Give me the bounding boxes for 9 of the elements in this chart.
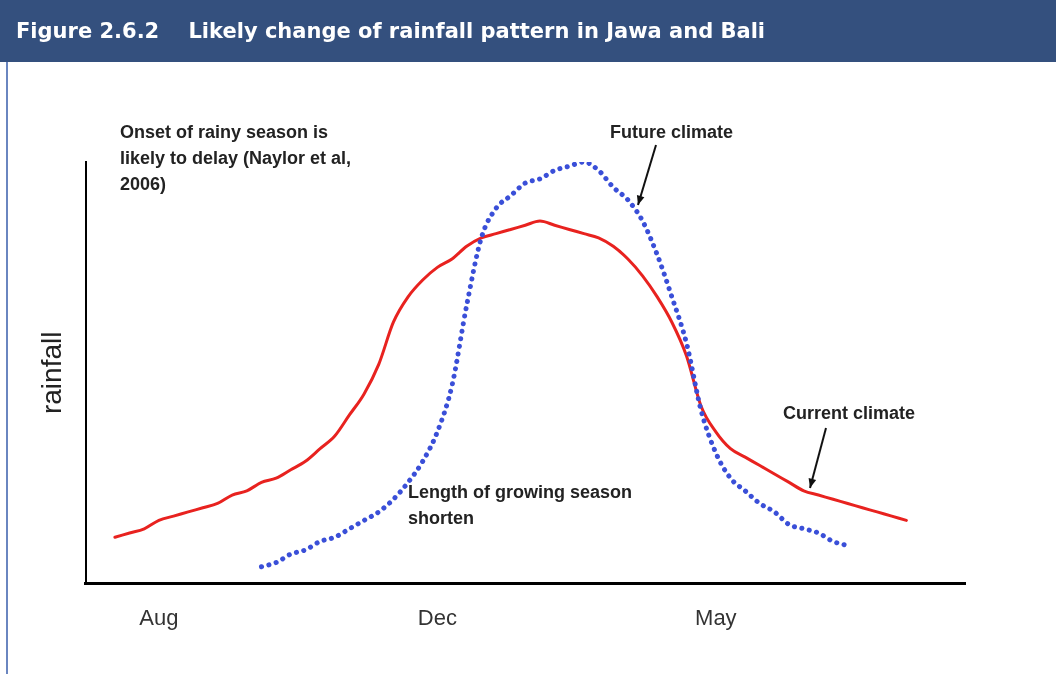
y-axis-title: rainfall: [35, 331, 67, 415]
annotation: Length of growing season shorten: [408, 481, 632, 528]
annotation: Onset of rainy season is likely to delay (Naylor et al, 2006): [120, 121, 352, 194]
x-tick-label: Dec: [417, 604, 457, 630]
series-label: Future climate: [610, 121, 734, 142]
chart-title: Figure 2.6.2 Likely change of rainfall pattern in Jawa and Bali: [0, 0, 1056, 62]
x-tick-label: Aug: [139, 604, 179, 630]
x-tick-label: May: [695, 604, 737, 630]
text: Current climate: [783, 402, 916, 423]
